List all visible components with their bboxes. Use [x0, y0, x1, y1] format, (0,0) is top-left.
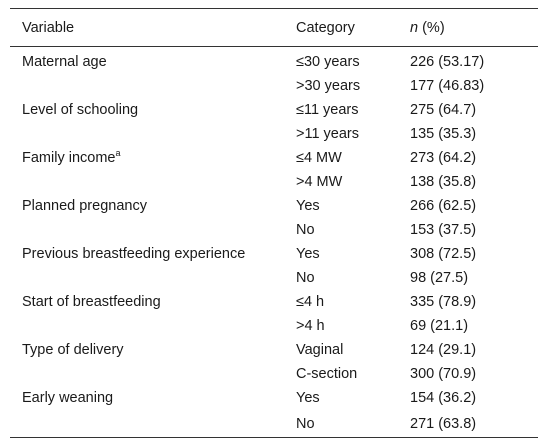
variable-label: Maternal age: [22, 54, 107, 70]
cell-category: Yes: [296, 246, 320, 262]
cell-variable: Early weaning: [10, 386, 296, 410]
table-row: Previous breastfeeding experience Yes 308 …: [10, 242, 538, 266]
cell-value: 271 (63.8): [410, 415, 477, 432]
cell-value: 154 (36.2): [410, 390, 477, 406]
cell-value: 226 (53.17): [410, 54, 485, 70]
cell-value: 153 (37.5): [410, 222, 477, 238]
cell-variable: [10, 170, 296, 194]
cell-category: No: [296, 415, 315, 432]
cell-variable: Maternal age: [10, 47, 296, 75]
characteristics-table: Variable Category n (%) Maternal age ≤30 …: [10, 8, 538, 438]
table-row: Level of schooling ≤11 years 275 (64.7): [10, 98, 538, 122]
cell-variable: Type of delivery: [10, 338, 296, 362]
cell-category: ≤30 years: [296, 54, 360, 70]
cell-variable: Family incomea: [10, 146, 296, 170]
cell-value: 124 (29.1): [410, 342, 477, 358]
cell-variable: Start of breastfeeding: [10, 290, 296, 314]
cell-category: >11 years: [296, 126, 360, 142]
cell-variable: [10, 218, 296, 242]
variable-label: Start of breastfeeding: [22, 294, 161, 310]
data-table-container: Variable Category n (%) Maternal age ≤30 …: [10, 8, 538, 438]
cell-value: 98 (27.5): [410, 270, 469, 286]
header-n-rest: (%): [418, 19, 445, 36]
cell-value: 138 (35.8): [410, 174, 477, 190]
table-row: >11 years 135 (35.3): [10, 122, 538, 146]
cell-variable: Planned pregnancy: [10, 194, 296, 218]
table-body: Maternal age ≤30 years 226 (53.17) >30 year…: [10, 47, 538, 438]
table-row: No 271 (63.8): [10, 410, 538, 438]
cell-variable: Level of schooling: [10, 98, 296, 122]
cell-category: ≤4 MW: [296, 150, 342, 166]
cell-category: No: [296, 270, 315, 286]
cell-category: >30 years: [296, 78, 361, 94]
variable-label: Planned pregnancy: [22, 198, 147, 214]
cell-category: Yes: [296, 198, 320, 214]
cell-value: 300 (70.9): [410, 366, 477, 382]
cell-variable: [10, 266, 296, 290]
cell-value: 69 (21.1): [410, 318, 469, 334]
cell-value: 135 (35.3): [410, 126, 477, 142]
cell-variable: [10, 122, 296, 146]
table-row: >30 years 177 (46.83): [10, 74, 538, 98]
cell-value: 308 (72.5): [410, 246, 477, 262]
table-row: >4 MW 138 (35.8): [10, 170, 538, 194]
header-n-percent: n (%): [410, 9, 538, 47]
variable-label: Early weaning: [22, 390, 114, 406]
variable-label: Previous breastfeeding experience: [22, 246, 246, 262]
table-row: Type of delivery Vaginal 124 (29.1): [10, 338, 538, 362]
cell-value: 177 (46.83): [410, 78, 485, 94]
cell-value: 275 (64.7): [410, 102, 477, 118]
cell-category: C-section: [296, 366, 358, 382]
table-header: Variable Category n (%): [10, 8, 538, 47]
cell-value: 266 (62.5): [410, 198, 477, 214]
cell-category: No: [296, 222, 315, 238]
table-row: No 153 (37.5): [10, 218, 538, 242]
table-row: No 98 (27.5): [10, 266, 538, 290]
table-row: >4 h 69 (21.1): [10, 314, 538, 338]
cell-variable: [10, 410, 296, 438]
table-row: Early weaning Yes 154 (36.2): [10, 386, 538, 410]
cell-variable: Previous breastfeeding experience: [10, 242, 296, 266]
cell-category: ≤11 years: [296, 102, 359, 118]
footnote-marker: a: [115, 148, 121, 159]
cell-category: ≤4 h: [296, 294, 325, 310]
table-row: Maternal age ≤30 years 226 (53.17): [10, 47, 538, 75]
variable-label: Type of delivery: [22, 342, 124, 358]
variable-label: Family income: [22, 150, 116, 166]
table-row: Family incomea ≤4 MW 273 (64.2): [10, 146, 538, 170]
cell-variable: [10, 314, 296, 338]
cell-variable: [10, 74, 296, 98]
cell-variable: [10, 362, 296, 386]
table-row: Start of breastfeeding ≤4 h 335 (78.9): [10, 290, 538, 314]
header-row: Variable Category n (%): [10, 8, 538, 47]
cell-category: >4 h: [296, 318, 325, 334]
cell-category: Yes: [296, 390, 320, 406]
table-row: Planned pregnancy Yes 266 (62.5): [10, 194, 538, 218]
header-category: Category: [296, 19, 355, 36]
cell-category: Vaginal: [296, 342, 344, 358]
cell-value: 273 (64.2): [410, 150, 477, 166]
header-variable: Variable: [22, 19, 75, 36]
variable-label: Level of schooling: [22, 102, 139, 118]
header-n-italic: n: [410, 19, 419, 36]
cell-value: 335 (78.9): [410, 294, 477, 310]
table-row: C-section 300 (70.9): [10, 362, 538, 386]
cell-category: >4 MW: [296, 174, 343, 190]
